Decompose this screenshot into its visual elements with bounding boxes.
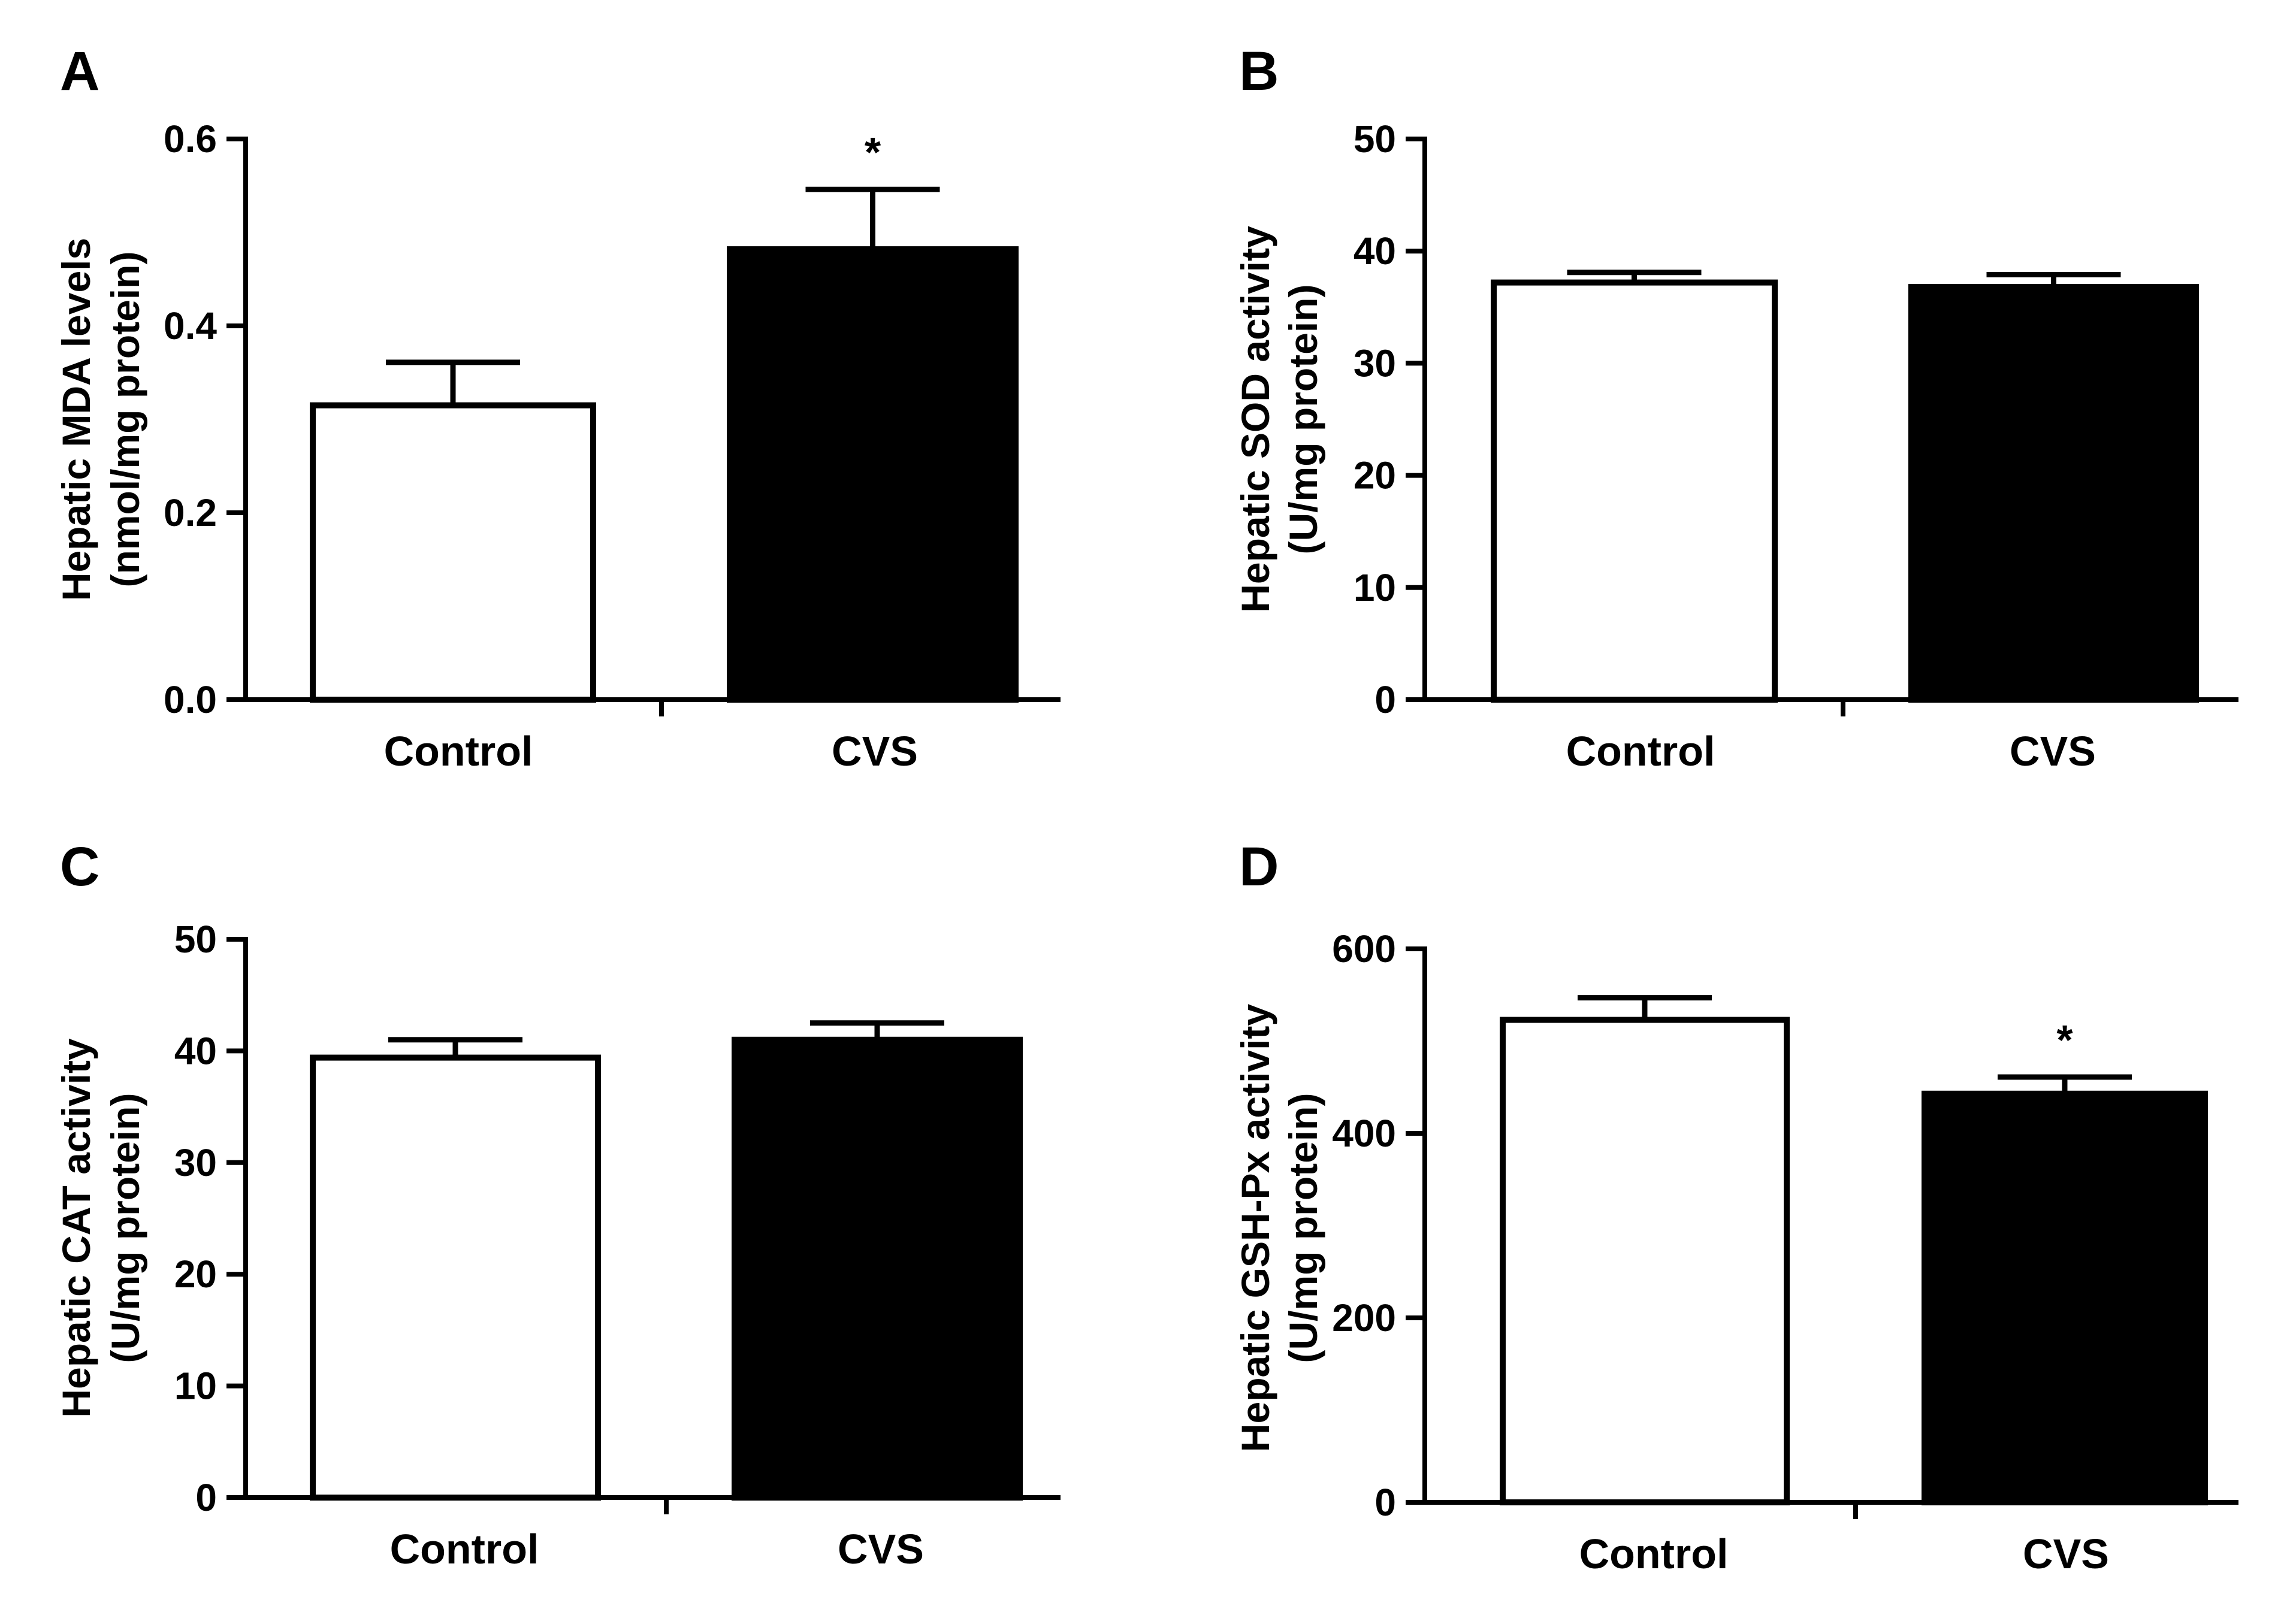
x-tick-label-0: Control [1579,1531,1729,1577]
x-tick-label-0: Control [390,1526,539,1572]
y-tick-label-0: 0.0 [164,678,217,721]
y-tick-label-4: 40 [174,1029,217,1072]
x-tick-label-0: Control [384,728,533,775]
y-tick-label-1: 200 [1332,1296,1396,1339]
y-tick-label-3: 600 [1332,927,1396,970]
y-tick-label-5: 50 [1354,117,1396,161]
x-tick-label-0: Control [1566,728,1715,775]
panel-c: C Hepatic CAT activity (U/mg protein) Co… [54,836,1061,1572]
y-tick-label-2: 0.4 [164,304,217,347]
y-tick-label-1: 10 [1354,566,1396,609]
bar-1 [1908,284,2199,703]
y-tick-label-1: 10 [174,1365,217,1408]
panel-letter: D [1239,836,1279,897]
y-tick-label-3: 30 [1354,341,1396,385]
bar-0 [310,402,596,703]
bar-1 [727,246,1019,703]
y-tick-label-0: 0 [1374,678,1396,721]
panel-letter: C [60,836,99,897]
y-tick-label-3: 0.6 [164,117,217,161]
panel-d: D Hepatic GSH-Px activity (U/mg protein)… [1233,836,2238,1577]
y-axis-unit-label: (U/mg protein) [1281,1093,1325,1363]
y-tick-label-3: 30 [174,1141,217,1184]
y-axis-label: Hepatic CAT activity [54,1038,98,1418]
y-tick-label-4: 40 [1354,229,1396,273]
y-tick-label-2: 400 [1332,1112,1396,1155]
bar-1 [732,1036,1023,1501]
panel-b: B Hepatic SOD activity (U/mg protein) Co… [1233,41,2238,775]
y-axis-label: Hepatic GSH-Px activity [1233,1004,1277,1453]
significance-mark-1: * [865,129,881,176]
bar-0 [1500,1017,1790,1505]
y-axis-unit-label: (U/mg protein) [103,1093,147,1363]
y-tick-label-0: 0 [1374,1481,1396,1524]
x-tick-label-1: CVS [2023,1531,2109,1577]
panel-letter: B [1239,41,1279,102]
y-axis-label: Hepatic SOD activity [1233,226,1277,613]
y-tick-label-0: 0 [195,1476,217,1519]
y-axis-unit-label: (U/mg protein) [1281,285,1325,555]
panel-a: A Hepatic MDA levels (nmol/mg protein) C… [54,41,1061,775]
significance-mark-1: * [2056,1017,2073,1063]
y-tick-label-1: 0.2 [164,491,217,534]
y-tick-label-2: 20 [174,1253,217,1296]
bar-0 [1491,279,1778,703]
x-tick-label-1: CVS [838,1526,924,1572]
y-tick-label-5: 50 [174,918,217,961]
x-tick-label-1: CVS [832,728,918,775]
y-axis-label: Hepatic MDA levels [54,238,98,601]
panel-letter: A [60,41,99,102]
y-tick-label-2: 20 [1354,454,1396,497]
bar-0 [310,1054,601,1501]
y-axis-unit-label: (nmol/mg protein) [103,252,147,588]
bar-1 [1922,1090,2208,1505]
x-tick-label-1: CVS [2010,728,2096,775]
